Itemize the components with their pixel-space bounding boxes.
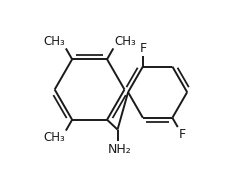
Text: CH₃: CH₃ (43, 35, 65, 48)
Text: CH₃: CH₃ (114, 35, 136, 48)
Text: NH₂: NH₂ (108, 143, 131, 156)
Text: F: F (179, 128, 186, 141)
Text: F: F (139, 42, 146, 55)
Text: CH₃: CH₃ (43, 131, 65, 144)
